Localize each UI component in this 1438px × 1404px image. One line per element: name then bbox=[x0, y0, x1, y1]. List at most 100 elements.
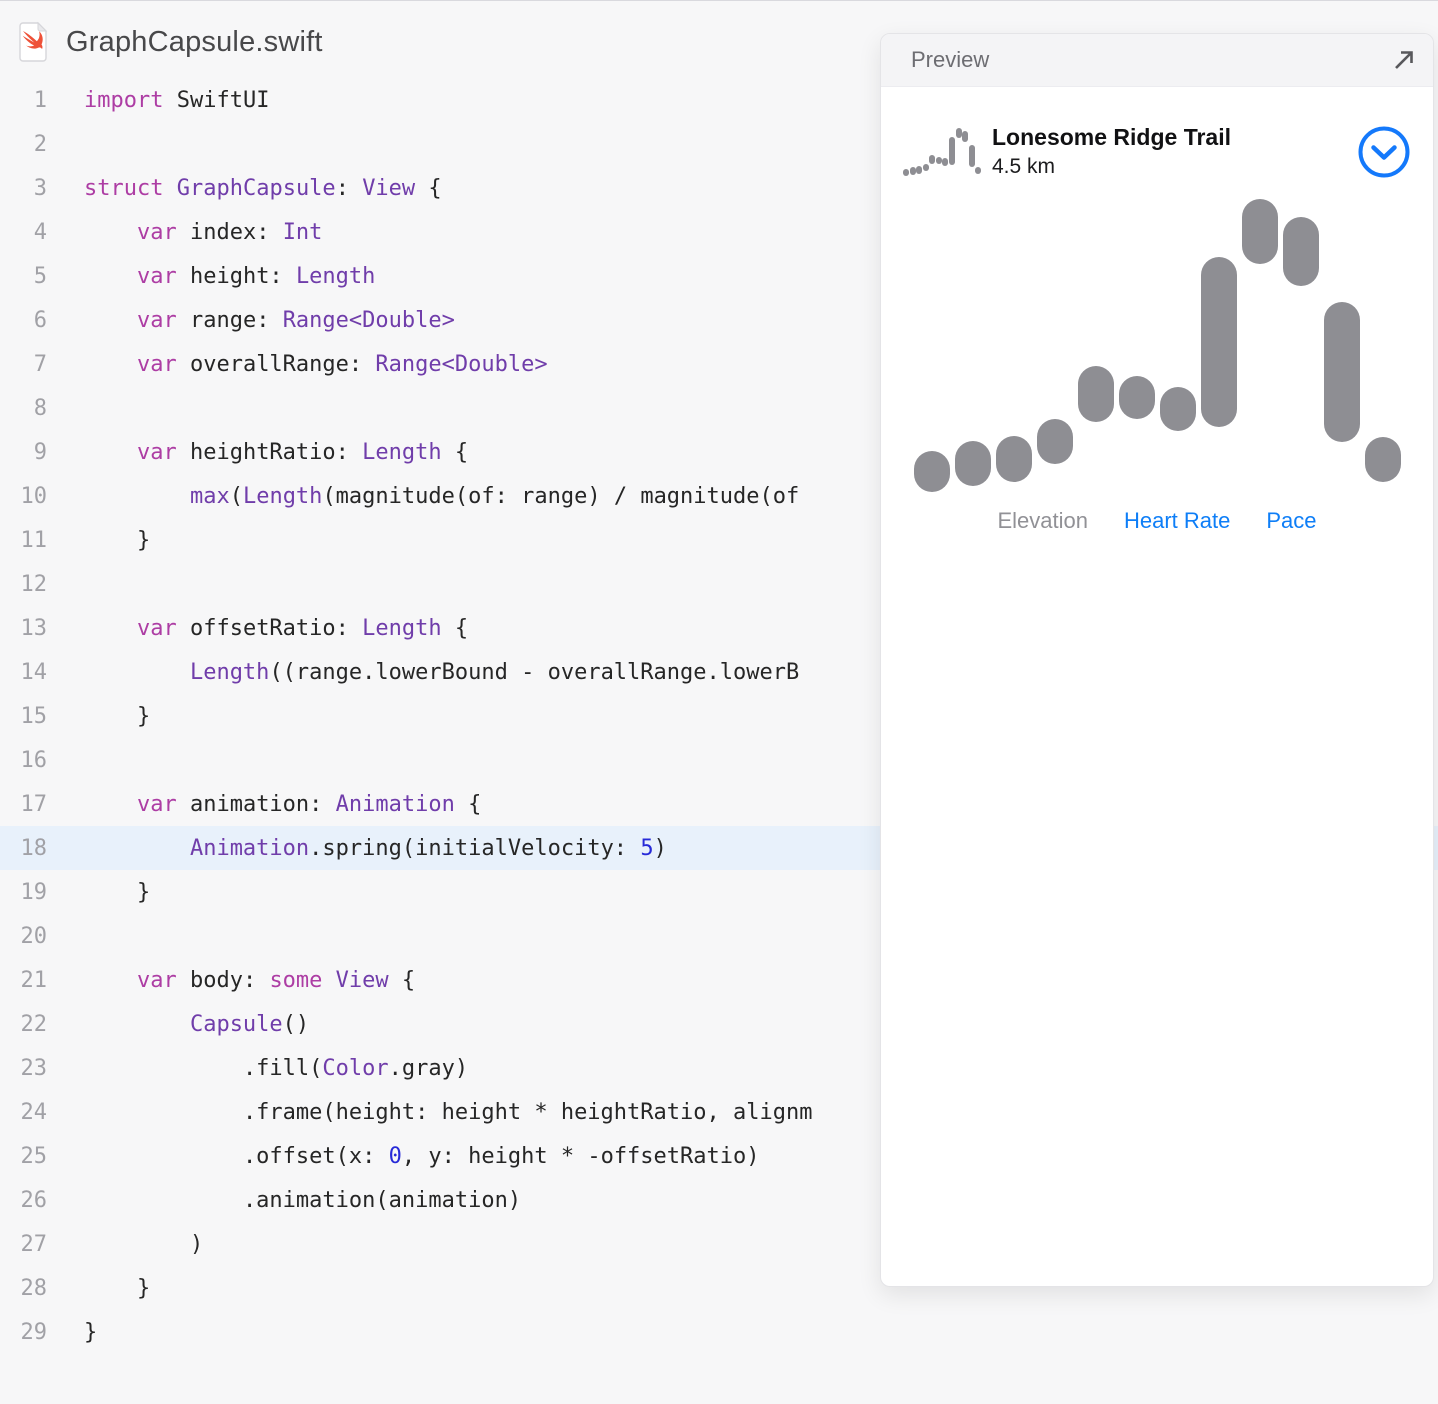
graph-capsule bbox=[1118, 376, 1155, 419]
graph-capsule bbox=[1282, 217, 1319, 286]
line-number: 4 bbox=[33, 219, 47, 245]
preview-content: Lonesome Ridge Trail 4.5 km Elevation He… bbox=[881, 123, 1433, 534]
code-line: 26 .animation(animation) bbox=[0, 1178, 1438, 1222]
code-line: 28} bbox=[0, 1266, 1438, 1310]
graph-capsule bbox=[975, 166, 982, 174]
chevron-down-circle-icon bbox=[1357, 125, 1411, 179]
line-number: 24 bbox=[20, 1099, 48, 1125]
graph-capsule bbox=[1364, 437, 1401, 482]
code-line: 8 bbox=[0, 386, 1438, 430]
code-line: 6 var range: Range<Double> bbox=[0, 298, 1438, 342]
top-border bbox=[0, 0, 1438, 1]
graph-capsule bbox=[995, 436, 1032, 482]
tab-elevation[interactable]: Elevation bbox=[997, 508, 1088, 533]
line-number: 10 bbox=[20, 483, 48, 509]
graph-tabs: Elevation Heart Rate Pace bbox=[903, 508, 1411, 534]
line-number: 18 bbox=[20, 835, 48, 861]
line-number: 26 bbox=[20, 1187, 48, 1213]
graph-capsule bbox=[1036, 419, 1073, 464]
line-number: 11 bbox=[20, 527, 48, 553]
line-number: 5 bbox=[33, 263, 47, 289]
line-number: 19 bbox=[20, 879, 48, 905]
graph-capsule bbox=[1077, 366, 1114, 422]
graph-capsule bbox=[935, 156, 942, 164]
graph-capsule bbox=[954, 441, 991, 486]
line-number: 17 bbox=[20, 791, 48, 817]
code-line: 29} bbox=[0, 1310, 1438, 1354]
file-title: GraphCapsule.swift bbox=[66, 25, 323, 58]
code-line: 2 bbox=[0, 122, 1438, 166]
code-line: 27) bbox=[0, 1222, 1438, 1266]
code-line: 23 .fill(Color.gray) bbox=[0, 1046, 1438, 1090]
arrow-up-right-icon bbox=[1391, 47, 1417, 73]
code-line: 4 var index: Int bbox=[0, 210, 1438, 254]
line-number: 21 bbox=[20, 967, 48, 993]
line-number: 1 bbox=[33, 87, 47, 113]
mini-capsule-graph-icon bbox=[903, 127, 982, 176]
code-line: 12 bbox=[0, 562, 1438, 606]
tab-heart-rate[interactable]: Heart Rate bbox=[1123, 508, 1231, 533]
graph-capsule bbox=[1323, 302, 1360, 442]
file-header: GraphCapsule.swift bbox=[0, 0, 1438, 78]
code-line: 9 var heightRatio: Length { bbox=[0, 430, 1438, 474]
preview-title: Preview bbox=[911, 47, 990, 72]
graph-capsule bbox=[1159, 387, 1196, 431]
line-number: 9 bbox=[33, 439, 47, 465]
graph-capsule bbox=[942, 158, 949, 166]
line-number: 13 bbox=[20, 615, 48, 641]
tab-pace[interactable]: Pace bbox=[1266, 508, 1317, 533]
line-number: 2 bbox=[33, 131, 47, 157]
hike-capsule-graph bbox=[913, 196, 1401, 492]
preview-panel: Preview Lonesome Ridge Trail 4.5 km bbox=[880, 33, 1434, 1287]
code-line: 15} bbox=[0, 694, 1438, 738]
trail-name: Lonesome Ridge Trail bbox=[992, 124, 1231, 150]
code-line: 7 var overallRange: Range<Double> bbox=[0, 342, 1438, 386]
graph-capsule bbox=[922, 163, 929, 171]
code-line: 20 bbox=[0, 914, 1438, 958]
swift-file-icon bbox=[18, 21, 48, 63]
code-line: 14 Length((range.lowerBound - overallRang… bbox=[0, 650, 1438, 694]
trail-row: Lonesome Ridge Trail 4.5 km bbox=[903, 123, 1411, 180]
code-line: 11} bbox=[0, 518, 1438, 562]
code-line: 1 import SwiftUI bbox=[0, 78, 1438, 122]
code-line: 3 struct GraphCapsule: View { bbox=[0, 166, 1438, 210]
line-number: 27 bbox=[20, 1231, 48, 1257]
code-line: 24 .frame(height: height * heightRatio, a… bbox=[0, 1090, 1438, 1134]
code-line: 10 max(Length(magnitude(of: range) / magn… bbox=[0, 474, 1438, 518]
graph-capsule bbox=[929, 154, 936, 165]
code-line: 5 var height: Length bbox=[0, 254, 1438, 298]
line-number: 7 bbox=[33, 351, 47, 377]
graph-capsule bbox=[1200, 257, 1237, 427]
line-number: 25 bbox=[20, 1143, 48, 1169]
line-number: 14 bbox=[20, 659, 48, 685]
graph-capsule bbox=[949, 137, 956, 165]
graph-capsule bbox=[968, 144, 975, 168]
line-number: 20 bbox=[20, 923, 48, 949]
graph-capsule bbox=[916, 166, 923, 174]
line-number: 23 bbox=[20, 1055, 48, 1081]
graph-capsule bbox=[909, 167, 916, 175]
line-number: 15 bbox=[20, 703, 48, 729]
line-number: 16 bbox=[20, 747, 48, 773]
preview-panel-header: Preview bbox=[881, 34, 1433, 87]
code-line: 21 var body: some View { bbox=[0, 958, 1438, 1002]
trail-distance: 4.5 km bbox=[992, 154, 1056, 178]
graph-capsule bbox=[955, 127, 962, 139]
code-line: 25 .offset(x: 0, y: height * -offsetRatio… bbox=[0, 1134, 1438, 1178]
expand-preview-button[interactable] bbox=[1389, 45, 1419, 75]
code-line: 19} bbox=[0, 870, 1438, 914]
line-number: 12 bbox=[20, 571, 48, 597]
line-number: 6 bbox=[33, 307, 47, 333]
code-line: 22 Capsule() bbox=[0, 1002, 1438, 1046]
line-number: 8 bbox=[33, 395, 47, 421]
code-line: 16 bbox=[0, 738, 1438, 782]
graph-capsule bbox=[1241, 199, 1278, 264]
code-line: 17 var animation: Animation { bbox=[0, 782, 1438, 826]
line-number: 22 bbox=[20, 1011, 48, 1037]
graph-capsule bbox=[903, 168, 909, 176]
collapse-button[interactable] bbox=[1357, 125, 1411, 179]
graph-capsule bbox=[962, 130, 969, 142]
code-line: 13 var offsetRatio: Length { bbox=[0, 606, 1438, 650]
graph-capsule bbox=[913, 451, 950, 492]
trail-text: Lonesome Ridge Trail 4.5 km bbox=[992, 123, 1231, 180]
